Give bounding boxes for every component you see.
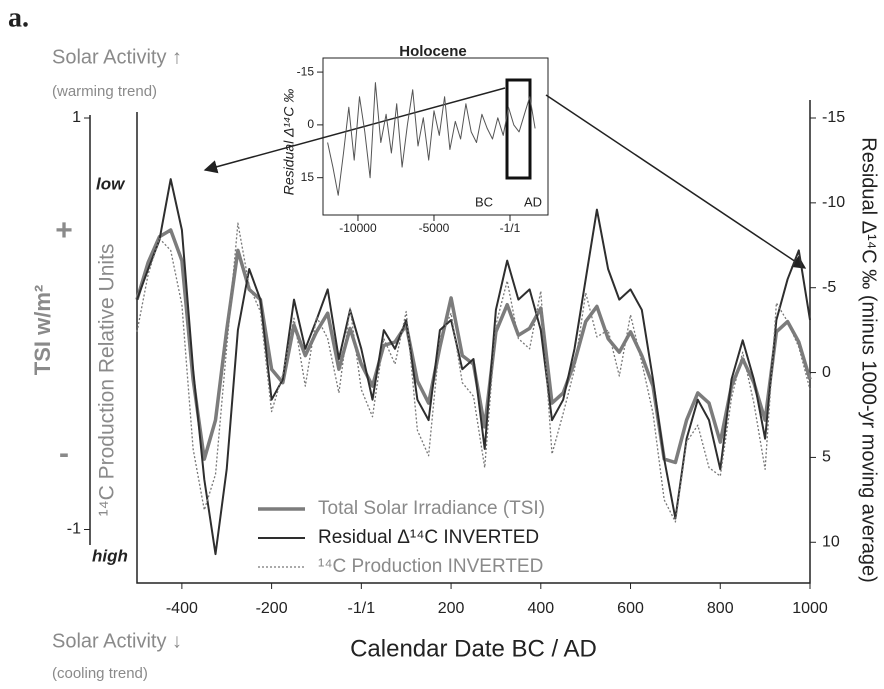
annotation: low <box>96 174 126 193</box>
annotation: Solar Activity ↓ <box>52 630 182 652</box>
x-tick-label: 200 <box>438 600 465 617</box>
y-axis-title: ¹⁴C Production Relative Units <box>96 244 119 517</box>
y2-tick-label: -5 <box>822 279 836 296</box>
annotation: + <box>55 214 73 247</box>
plot-frame <box>136 100 811 584</box>
y2-axis-title: Residual Δ¹⁴C ‰ (minus 1000-yr moving av… <box>858 137 880 582</box>
y2-tick-label: -10 <box>822 194 845 211</box>
x-tick-label: -5000 <box>419 221 450 235</box>
data-line <box>135 228 812 465</box>
y2-tick-label: -15 <box>822 109 845 126</box>
inset-frame <box>322 57 549 216</box>
data-line <box>327 82 536 196</box>
annotation: (warming trend) <box>52 83 157 100</box>
y-tick-label: 0 <box>307 117 314 131</box>
figure-label: a. <box>8 2 29 33</box>
data-line <box>136 178 811 556</box>
x-tick-label: -10000 <box>339 221 377 235</box>
legend-label: Total Solar Irradiance (TSI) <box>318 498 545 519</box>
x-tick-label: -400 <box>166 600 198 617</box>
axis-title: TSI w/m² <box>30 285 55 375</box>
x-axis-title: Calendar Date BC / AD <box>350 635 597 662</box>
inset-annotation: AD <box>524 194 542 209</box>
annotation: Solar Activity ↑ <box>52 46 182 68</box>
x-tick-label: 400 <box>527 600 554 617</box>
x-tick-label: 1000 <box>792 600 828 617</box>
data-line <box>136 222 811 523</box>
inset-y-title: Residual Δ¹⁴C ‰ <box>281 89 297 195</box>
y-tick-label: -1 <box>67 521 81 538</box>
inset-title: Holocene <box>399 43 467 60</box>
arrow <box>203 87 506 174</box>
y2-tick-label: 5 <box>822 449 831 466</box>
x-tick-label: -200 <box>256 600 288 617</box>
legend-label: ¹⁴C Production INVERTED <box>318 556 543 577</box>
x-tick-label: 800 <box>707 600 734 617</box>
annotation: - <box>59 437 69 470</box>
annotation: high <box>92 546 128 565</box>
y2-tick-label: 10 <box>822 533 840 550</box>
y-tick-label: 1 <box>72 109 81 126</box>
annotation: (cooling trend) <box>52 665 148 682</box>
x-tick-label: 600 <box>617 600 644 617</box>
x-tick-label: -1/1 <box>348 600 376 617</box>
y-tick-label: -15 <box>297 64 315 78</box>
legend-label: Residual Δ¹⁴C INVERTED <box>318 527 539 548</box>
arrow <box>545 94 807 269</box>
y2-tick-label: 0 <box>822 364 831 381</box>
y-tick-label: 15 <box>301 170 315 184</box>
highlight-box <box>505 78 532 180</box>
x-tick-label: -1/1 <box>500 221 521 235</box>
inset-annotation: BC <box>475 194 493 209</box>
